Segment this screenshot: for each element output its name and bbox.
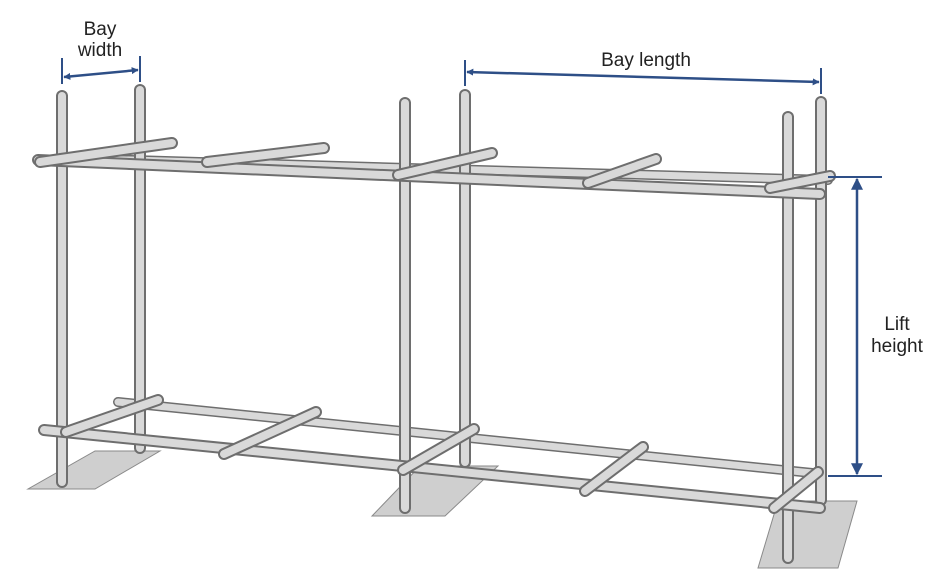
bay-width-label-line2: width <box>77 40 122 61</box>
base-plate-left <box>26 450 162 490</box>
rear-ledgers <box>55 153 833 479</box>
bay-width-label-line1: Bay <box>84 19 117 40</box>
lift-height-label-line1: Lift <box>884 314 910 335</box>
bay-length-arrow <box>466 68 820 86</box>
bay-length-label: Bay length <box>601 50 691 71</box>
dimension-lift-height: Lift height <box>828 176 924 477</box>
dimension-bay-length: Bay length <box>464 50 822 94</box>
bay-width-arrow <box>63 67 139 80</box>
lift-height-label-line2: height <box>871 336 923 357</box>
front-ledgers <box>32 154 826 514</box>
dimension-bay-width: Bay width <box>61 19 141 84</box>
transoms <box>34 137 836 514</box>
